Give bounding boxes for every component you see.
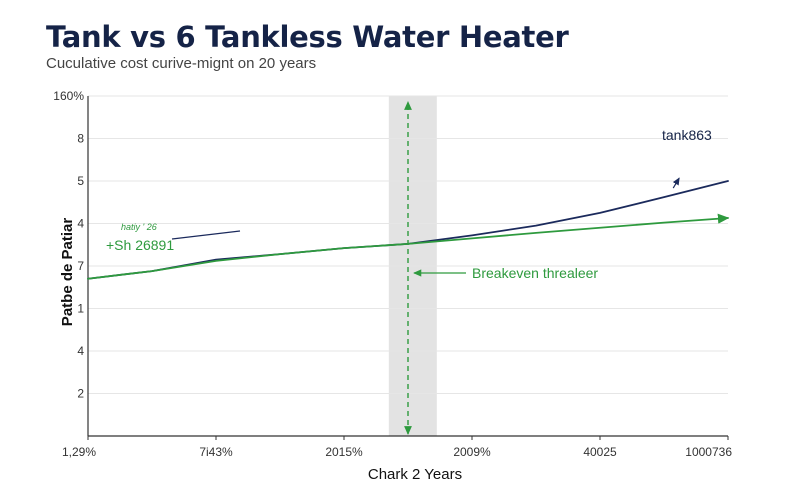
x-tick-label: 1,29%: [62, 445, 96, 459]
y-tick-label: 2: [77, 387, 84, 401]
breakeven-label: Breakeven threaleer: [472, 265, 598, 281]
y-tick-label: 8: [77, 132, 84, 146]
start-label-leader: [171, 230, 241, 240]
chart-title: Tank vs 6 Tankless Water Heater: [46, 20, 569, 54]
y-tick-label: 4: [77, 217, 84, 231]
x-tick-label: 2015%: [325, 445, 363, 459]
y-tick-label: 160%: [53, 89, 84, 103]
y-tick-label: 4: [77, 344, 84, 358]
x-axis-title: Chark 2 Years: [368, 466, 462, 483]
tank-label: tank863: [662, 127, 712, 143]
y-tick-label: 5: [77, 174, 84, 188]
x-tick-label: 2009%: [453, 445, 491, 459]
y-axis-title: Patbe de Patiar: [59, 218, 76, 327]
x-tick-label: 1000736: [685, 445, 732, 459]
x-tick-label: 7i43%: [199, 445, 233, 459]
tank-label-arrow: [672, 177, 680, 189]
start-sublabel: hatiy ' 26: [121, 222, 157, 232]
start-label: +Sh 26891: [106, 237, 174, 253]
y-tick-label: 1: [77, 302, 84, 316]
y-tick-label: 7: [77, 259, 84, 273]
chart-subtitle: Cuculative cost curive-mignt on 20 years: [46, 55, 317, 72]
x-tick-label: 40025: [583, 445, 617, 459]
